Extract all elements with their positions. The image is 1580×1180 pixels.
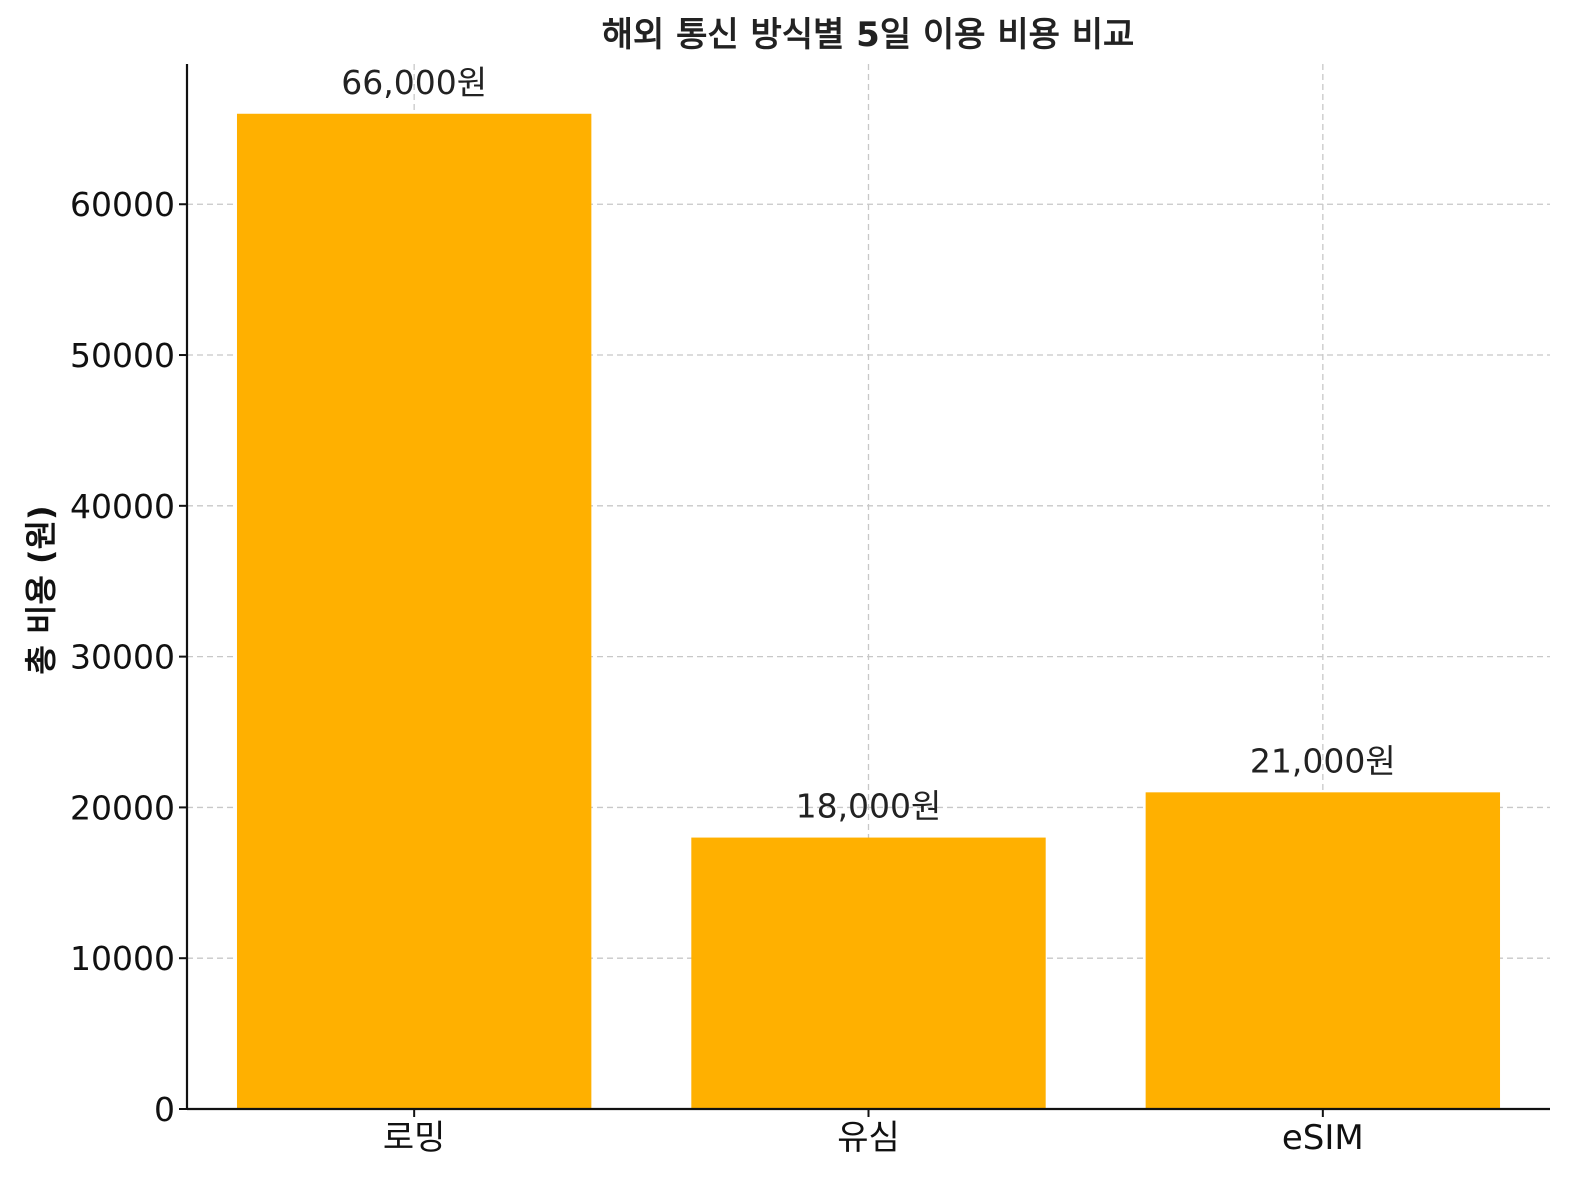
data-labels: 66,000원 18,000원 21,000원 xyxy=(341,63,1395,826)
bar-0 xyxy=(236,113,592,1109)
y-tick-label-3: 30000 xyxy=(70,638,175,677)
chart-title: 해외 통신 방식별 5일 이용 비용 비교 xyxy=(602,15,1135,55)
y-tick-label-1: 10000 xyxy=(70,939,175,978)
x-tick-label-1: 유심 xyxy=(837,1118,900,1158)
y-axis-label: 총 비용 (원) xyxy=(22,505,60,674)
y-tick-label-5: 50000 xyxy=(70,336,175,375)
bars xyxy=(236,113,1501,1109)
y-tick-label-4: 40000 xyxy=(70,487,175,526)
x-tick-label-2: eSIM xyxy=(1282,1118,1364,1158)
data-label-0: 66,000원 xyxy=(341,63,487,102)
x-ticks: 로밍 유심 eSIM xyxy=(383,1109,1364,1158)
bar-2 xyxy=(1145,792,1501,1109)
bar-1 xyxy=(691,837,1046,1109)
y-tick-label-6: 60000 xyxy=(70,185,175,224)
y-tick-label-0: 0 xyxy=(154,1090,175,1129)
data-label-2: 21,000원 xyxy=(1250,741,1396,780)
y-tick-label-2: 20000 xyxy=(70,788,175,827)
data-label-1: 18,000원 xyxy=(796,787,942,826)
x-tick-label-0: 로밍 xyxy=(383,1118,446,1158)
y-ticks: 0 10000 20000 30000 40000 50000 60000 xyxy=(70,185,187,1129)
